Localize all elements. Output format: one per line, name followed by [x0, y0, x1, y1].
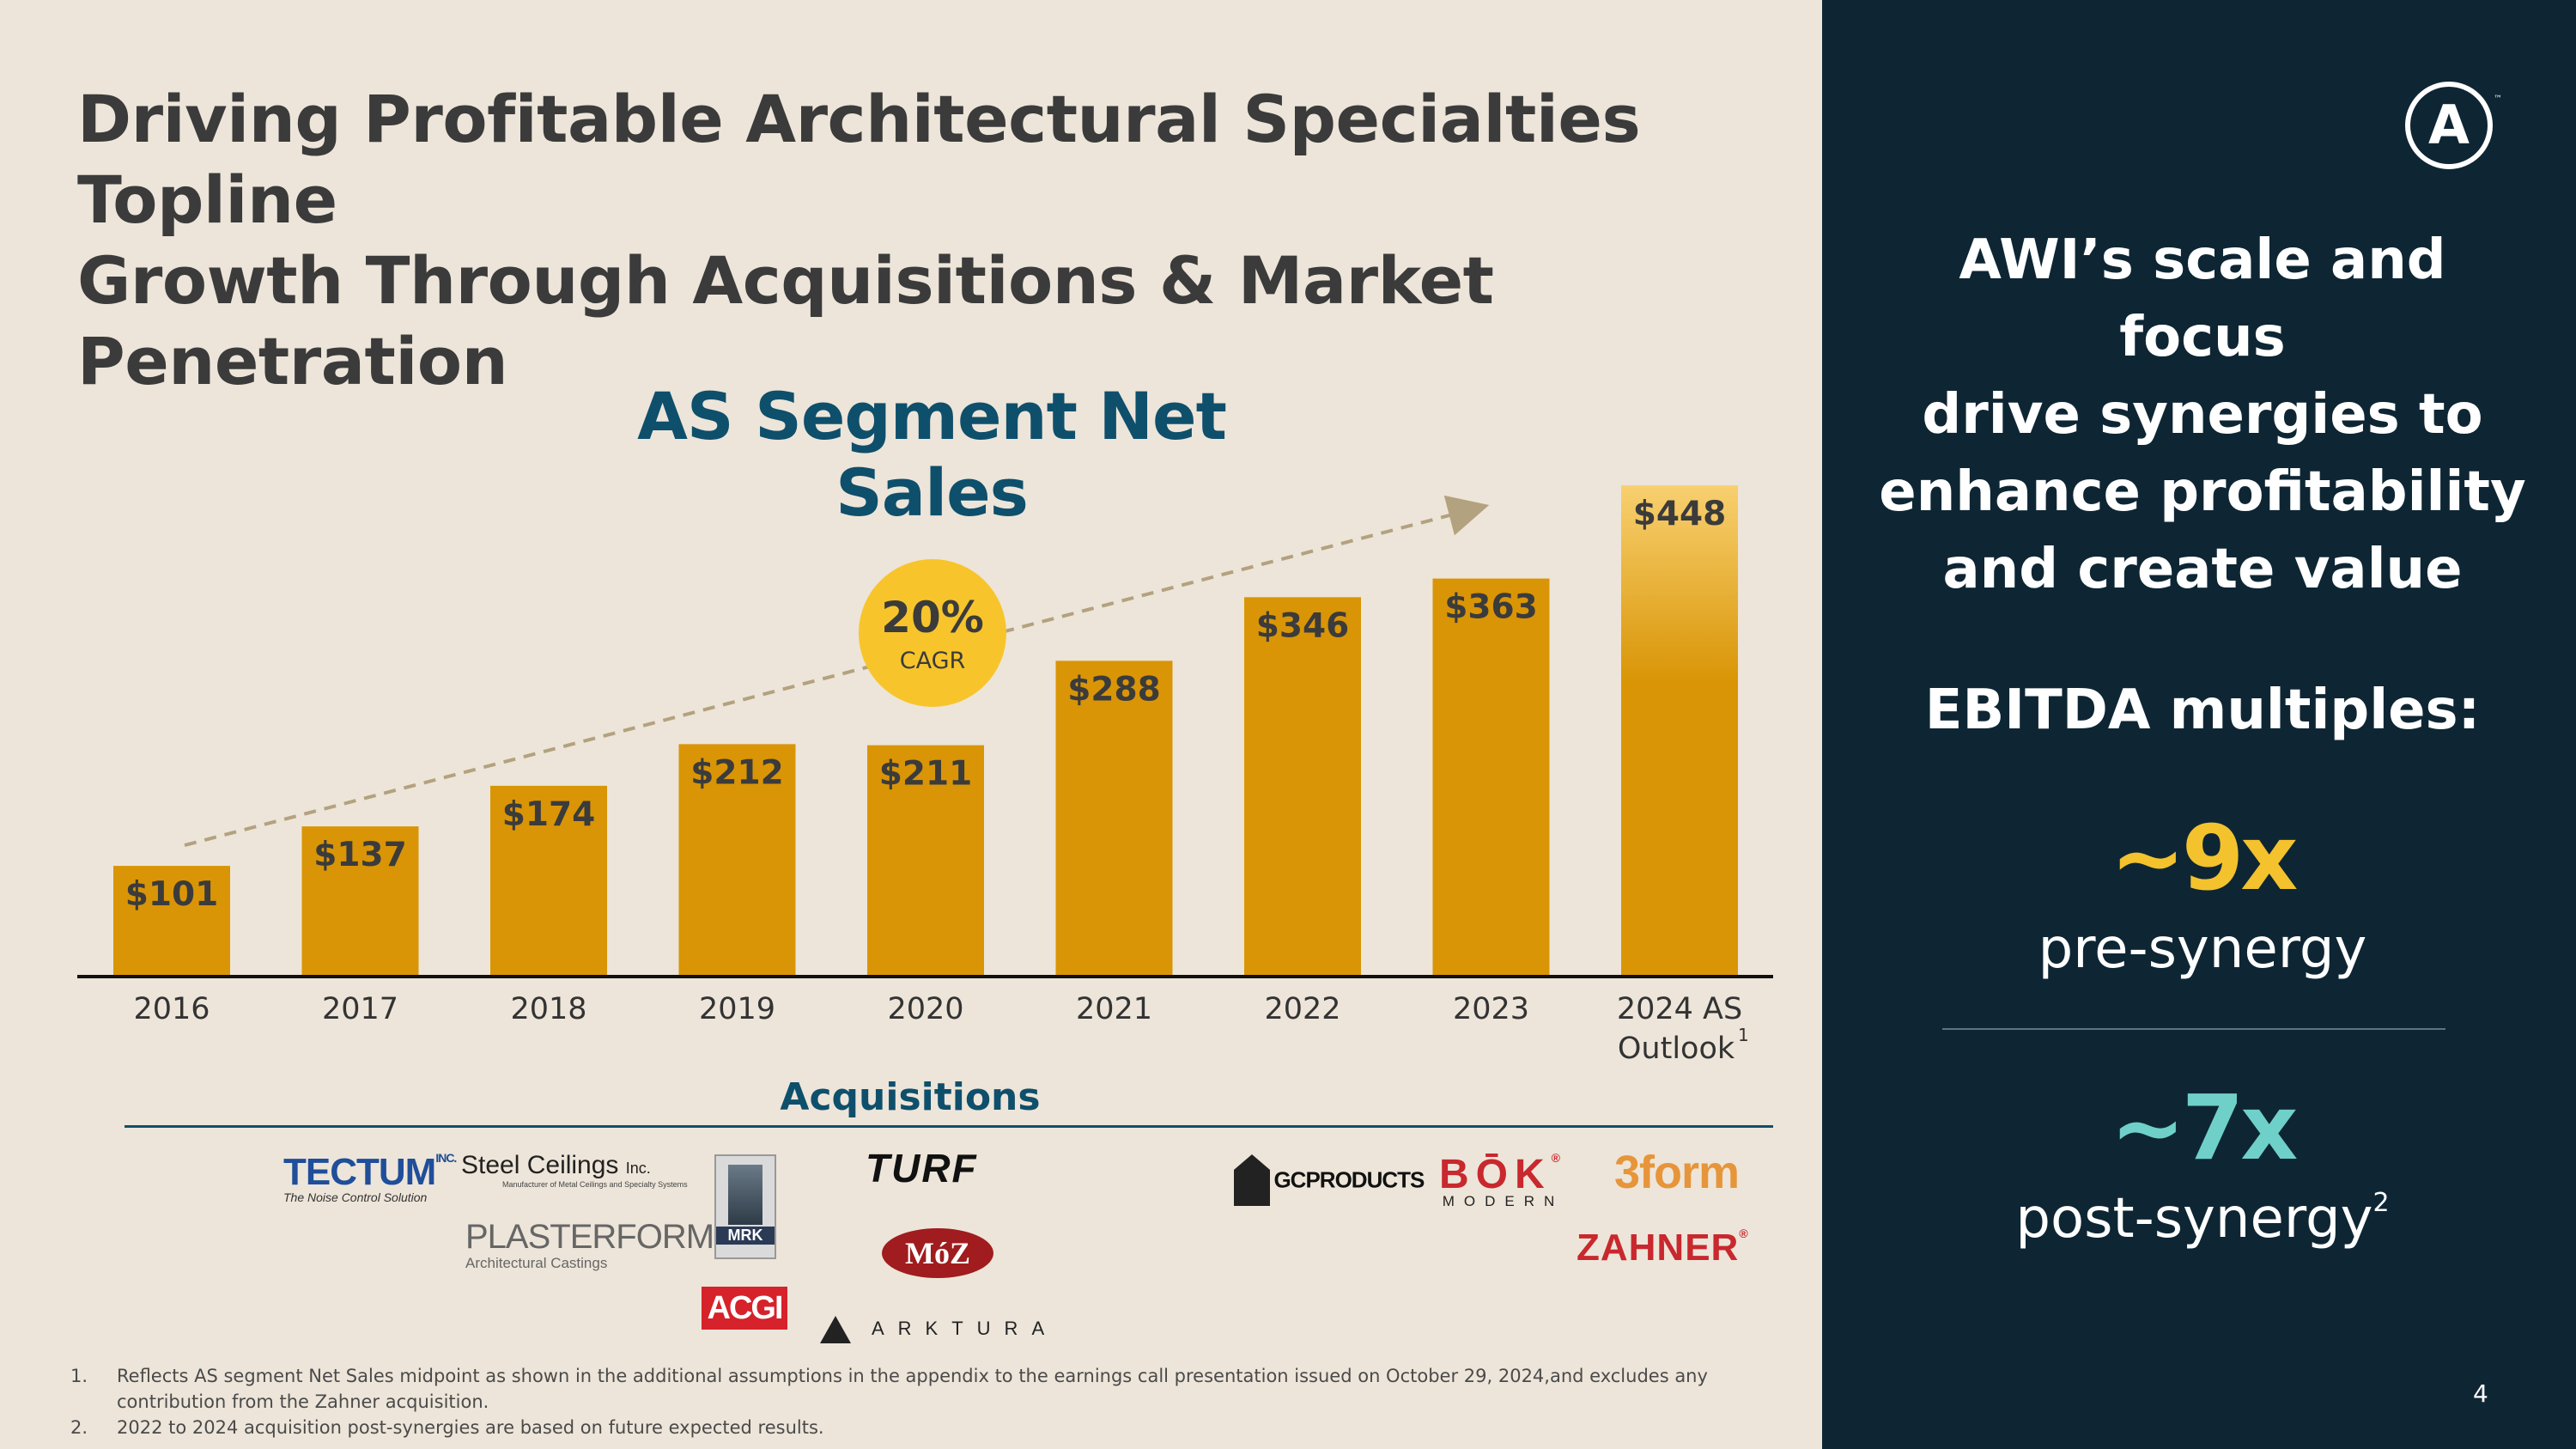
steel-ceilings-logo-name: Steel Ceilings	[461, 1151, 619, 1179]
bar-2016	[113, 866, 230, 977]
footnote-2-number: 2.	[70, 1417, 88, 1438]
page-number: 4	[2473, 1379, 2488, 1408]
bar-2024-as-outlook	[1621, 485, 1738, 977]
bar-value-label: $137	[313, 836, 407, 874]
awi-logo-icon: A	[2405, 82, 2493, 169]
mrk-tower-icon	[728, 1165, 762, 1225]
bar-value-label: $101	[125, 875, 219, 914]
gc-products-logo: GCPRODUCTS	[1234, 1154, 1425, 1206]
sidebar-headline-line-1: AWI’s scale and focus	[1959, 228, 2446, 369]
slide-title-line-2: Growth Through Acquisitions & Market Pen…	[77, 242, 1494, 399]
x-tick-label: 2017	[322, 992, 398, 1026]
slide-title-line-1: Driving Profitable Architectural Special…	[77, 81, 1641, 238]
x-tick-label: 2022	[1264, 992, 1340, 1026]
bar-value-label: $174	[502, 795, 596, 834]
cagr-value: 20%	[881, 593, 984, 642]
bok-modern-logo: BŌK® MODERN	[1439, 1151, 1567, 1210]
sidebar-divider	[1942, 1028, 2445, 1030]
post-synergy-multiple: ~7x	[2110, 1075, 2299, 1180]
sidebar-headline: AWI’s scale and focus drive synergies to…	[1872, 222, 2533, 608]
cagr-badge: 20% CAGR	[859, 559, 1006, 707]
acquisitions-divider	[125, 1125, 1773, 1128]
bok-logo-name: BŌK	[1439, 1152, 1552, 1197]
awi-logo-letter: A	[2428, 94, 2470, 156]
x-tick-label: 2020	[887, 992, 963, 1026]
trend-arrow	[184, 495, 1490, 847]
arktura-logo: ARKTURA	[820, 1316, 1058, 1343]
x-tick-label: 2021	[1076, 992, 1152, 1026]
bar-2022	[1244, 597, 1361, 977]
footnote-2-text: 2022 to 2024 acquisition post-synergies …	[117, 1417, 824, 1438]
bok-logo-reg: ®	[1551, 1151, 1567, 1165]
x-tick-label: 2024 AS	[1617, 992, 1742, 1026]
pre-synergy-label: pre-synergy	[2038, 917, 2367, 981]
steel-ceilings-logo-tagline: Manufacturer of Metal Ceilings and Speci…	[502, 1180, 688, 1189]
sidebar-headline-line-4: and create value	[1942, 538, 2463, 601]
footnote-1-text: Reflects AS segment Net Sales midpoint a…	[117, 1366, 1708, 1412]
tectum-logo-tagline: The Noise Control Solution	[283, 1190, 428, 1204]
post-synergy-footnote: 2	[2372, 1188, 2390, 1218]
sidebar-headline-line-3: enhance profitability	[1879, 460, 2526, 524]
acquisitions-heading: Acquisitions	[780, 1075, 1041, 1119]
right-panel	[1822, 0, 2576, 1449]
bar-value-label: $212	[690, 753, 784, 792]
acgi-logo: ACGI	[702, 1287, 787, 1330]
x-tick-label: 2019	[699, 992, 775, 1026]
x-tick-label: 2016	[133, 992, 210, 1026]
bar-2017	[301, 826, 419, 977]
steel-ceilings-logo-suffix: Inc.	[625, 1160, 651, 1177]
tectum-logo-name: TECTUM	[283, 1151, 436, 1193]
arktura-triangle-icon	[820, 1316, 851, 1343]
x-tick-label: 2023	[1453, 992, 1529, 1026]
arktura-logo-name: ARKTURA	[872, 1317, 1059, 1339]
footnote-2: 2. 2022 to 2024 acquisition post-synergi…	[70, 1415, 1779, 1440]
post-synergy-label: post-synergy2	[1872, 1187, 2533, 1251]
x-tick-footnote: 1	[1738, 1025, 1749, 1045]
cagr-label: CAGR	[900, 648, 966, 674]
footnote-1: 1. Reflects AS segment Net Sales midpoin…	[70, 1363, 1779, 1415]
cagr-circle	[859, 559, 1006, 707]
x-tick-label: Outlook	[1618, 1032, 1735, 1066]
bar-2020	[867, 745, 984, 977]
mrk-logo-name: MRK	[716, 1227, 775, 1245]
sidebar-headline-line-2: drive synergies to	[1922, 383, 2483, 447]
bar-value-label: $363	[1444, 588, 1538, 627]
zahner-logo: ZAHNER®	[1577, 1227, 1749, 1269]
post-synergy-label-text: post-synergy	[2015, 1187, 2373, 1251]
bar-2019	[678, 744, 796, 977]
tectum-logo: TECTUMINC. The Noise Control Solution	[283, 1151, 457, 1204]
bar-value-label: $346	[1256, 606, 1350, 645]
x-tick-label: 2018	[510, 992, 586, 1026]
bar-2023	[1432, 578, 1550, 977]
moz-logo: MóZ	[882, 1228, 993, 1278]
gc-products-logo-name: GCPRODUCTS	[1273, 1166, 1425, 1193]
plasterform-logo-name: PLASTERFORM	[465, 1218, 714, 1256]
bar-value-label: $288	[1067, 670, 1161, 709]
plasterform-logo-tagline: Architectural Castings	[465, 1255, 608, 1271]
footnote-1-number: 1.	[70, 1366, 88, 1386]
tectum-logo-suffix: INC.	[435, 1151, 457, 1165]
zahner-logo-reg: ®	[1739, 1227, 1749, 1240]
ebitda-multiples-label: EBITDA multiples:	[1924, 679, 2481, 742]
bok-logo-sub: MODERN	[1442, 1193, 1564, 1209]
bar-2018	[490, 785, 607, 977]
bar-value-label: $448	[1633, 495, 1727, 533]
gc-badge-icon	[1234, 1154, 1270, 1206]
awi-logo-tm: ™	[2494, 94, 2502, 104]
mrk-logo: MRK	[714, 1154, 776, 1259]
plasterform-logo: PLASTERFORM™ Architectural Castings	[465, 1218, 726, 1272]
footnotes: 1. Reflects AS segment Net Sales midpoin…	[70, 1363, 1779, 1440]
net-sales-bar-chart: $101 $137 $174 $212 $211 $288 $346 $363 $448 201…	[77, 485, 1773, 1066]
zahner-logo-name: ZAHNER	[1577, 1227, 1740, 1269]
chart-title: AS Segment Net Sales	[637, 378, 1227, 531]
bar-value-label: $211	[879, 755, 973, 794]
turf-logo: TURF	[866, 1146, 978, 1190]
steel-ceilings-logo: Steel Ceilings Inc. Manufacturer of Meta…	[461, 1151, 688, 1189]
bar-2021	[1055, 661, 1173, 977]
slide-title: Driving Profitable Architectural Special…	[77, 79, 1803, 402]
3form-logo: 3form	[1614, 1147, 1740, 1198]
pre-synergy-multiple: ~9x	[2110, 806, 2299, 910]
